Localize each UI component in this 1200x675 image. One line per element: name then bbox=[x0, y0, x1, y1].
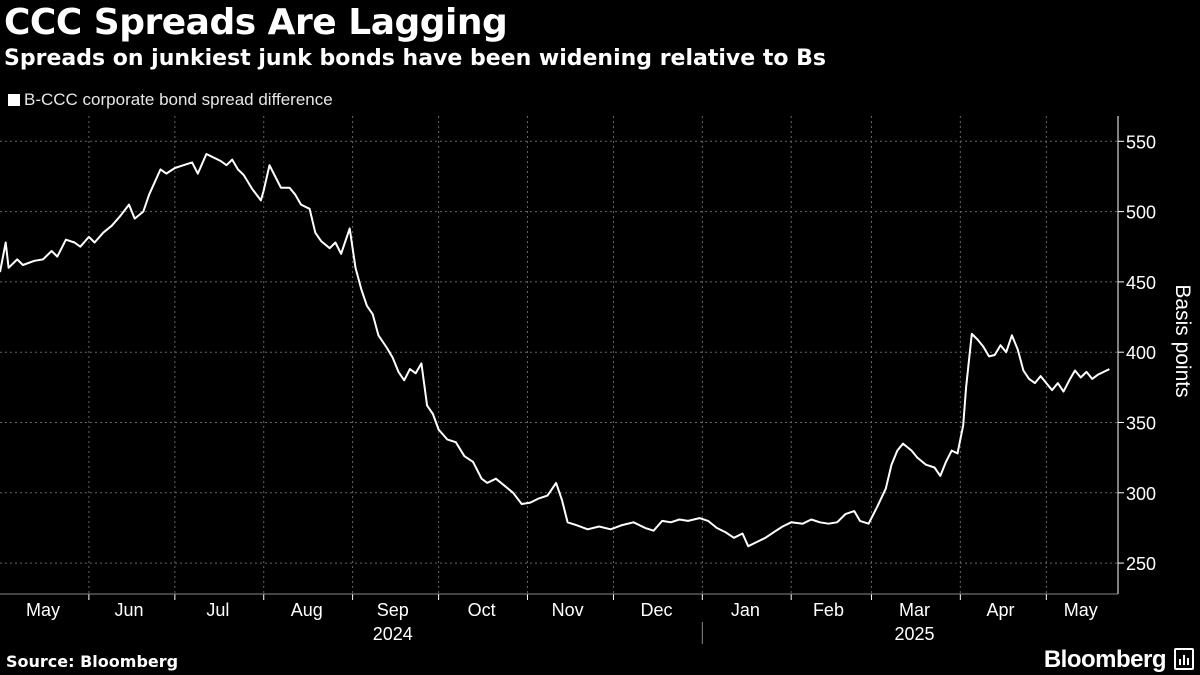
legend-label: B-CCC corporate bond spread difference bbox=[24, 90, 333, 109]
x-tick-label: Nov bbox=[552, 600, 584, 620]
y-tick-label: 400 bbox=[1126, 343, 1156, 363]
y-axis-title: Basis points bbox=[1171, 284, 1194, 397]
x-tick-label: Feb bbox=[813, 600, 844, 620]
legend-swatch bbox=[8, 94, 20, 106]
y-tick-label: 450 bbox=[1126, 273, 1156, 293]
bloomberg-chart-icon bbox=[1174, 648, 1194, 670]
x-year-label: 2025 bbox=[894, 624, 934, 644]
x-tick-label: May bbox=[26, 600, 60, 620]
x-tick-label: Aug bbox=[291, 600, 323, 620]
y-tick-label: 550 bbox=[1126, 132, 1156, 152]
source-note: Source: Bloomberg bbox=[6, 652, 179, 671]
x-year-label: 2024 bbox=[373, 624, 413, 644]
chart-legend: B-CCC corporate bond spread difference bbox=[8, 90, 333, 110]
x-tick-label: Apr bbox=[986, 600, 1014, 620]
y-tick-label: 250 bbox=[1126, 554, 1156, 574]
y-tick-label: 300 bbox=[1126, 484, 1156, 504]
chart-subtitle: Spreads on junkiest junk bonds have been… bbox=[4, 46, 826, 71]
series-line bbox=[0, 153, 1110, 548]
x-tick-label: May bbox=[1064, 600, 1098, 620]
y-tick-label: 350 bbox=[1126, 413, 1156, 433]
bloomberg-logo: Bloomberg bbox=[1043, 646, 1167, 673]
x-tick-label: Mar bbox=[899, 600, 930, 620]
x-tick-label: Oct bbox=[468, 600, 496, 620]
x-tick-label: Sep bbox=[377, 600, 409, 620]
chart-title: CCC Spreads Are Lagging bbox=[4, 2, 508, 43]
x-tick-label: Jan bbox=[731, 600, 760, 620]
x-tick-label: Jul bbox=[206, 600, 229, 620]
x-tick-label: Jun bbox=[114, 600, 143, 620]
x-tick-label: Dec bbox=[640, 600, 672, 620]
y-tick-label: 500 bbox=[1126, 203, 1156, 223]
